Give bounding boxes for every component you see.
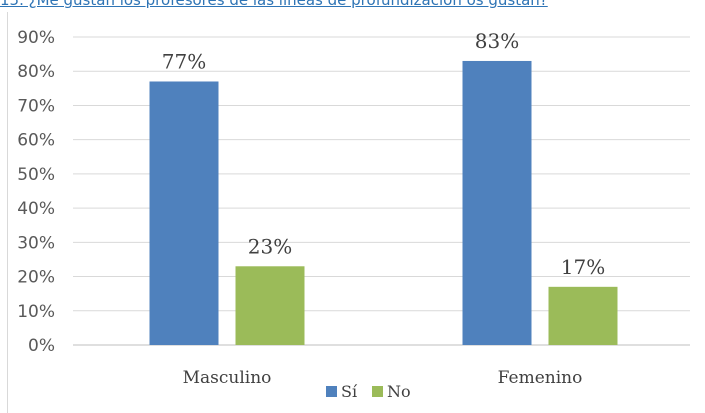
legend-swatch [372,386,383,397]
legend-swatch [326,386,337,397]
y-tick-label: 10% [17,302,55,322]
y-tick-label: 80% [17,62,55,82]
bar-no [235,266,305,345]
y-tick-label: 0% [28,336,55,356]
legend-label: Sí [341,382,358,401]
frame-left-border [7,12,8,413]
data-label: 23% [248,234,292,258]
y-tick-label: 90% [17,28,55,48]
y-tick-label: 40% [17,199,55,219]
legend-label: No [387,382,411,401]
x-category-label: Femenino [498,368,583,388]
bar-si [462,60,532,345]
bar-si [149,81,219,345]
y-tick-label: 70% [17,96,55,116]
bar-no [548,286,618,345]
data-label: 17% [561,255,605,279]
data-label: 83% [475,29,519,53]
data-label: 77% [162,49,206,73]
y-tick-label: 50% [17,165,55,185]
cut-off-header-link[interactable]: 15. ¿Me gustan los profesores de las lín… [0,0,548,9]
y-tick-label: 20% [17,268,55,288]
y-tick-label: 30% [17,233,55,253]
y-tick-label: 60% [17,131,55,151]
x-category-label: Masculino [183,368,272,388]
